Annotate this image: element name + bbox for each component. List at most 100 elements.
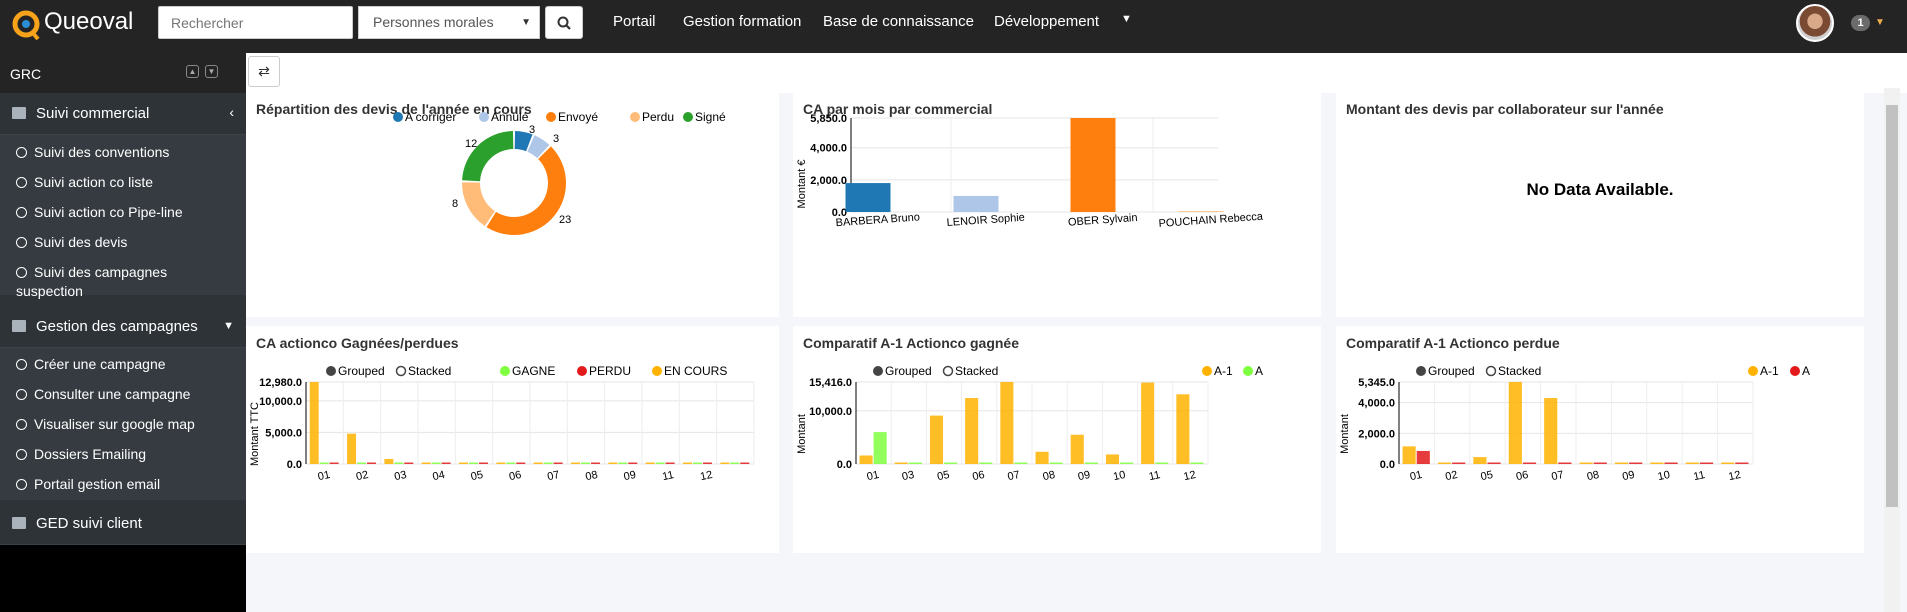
bar: [953, 195, 999, 212]
y-axis-label: Montant €: [796, 160, 808, 209]
donut-slice: [462, 131, 514, 182]
sidebar-item-suivi-des-campagnes-suspection[interactable]: Suivi des campagnes suspection: [0, 263, 190, 301]
legend-dot: [393, 112, 403, 122]
x-tick-label: 12: [1727, 469, 1741, 483]
nav-developpement[interactable]: Développement: [994, 13, 1100, 30]
sidebar-item-suivi-action-co-liste[interactable]: Suivi action co liste: [0, 173, 246, 192]
panel-ca-actionco: CA actionco Gagnées/perdues Grouped Stack…: [246, 326, 779, 553]
bar: [873, 432, 887, 464]
y-tick-label: 0.0: [837, 459, 852, 471]
no-data-message: No Data Available.: [1526, 180, 1674, 199]
user-avatar[interactable]: [1796, 4, 1834, 42]
sidebar-item-portail-gestion-email[interactable]: Portail gestion email: [0, 475, 246, 494]
content-toolbar: [246, 53, 1907, 93]
bar: [1176, 394, 1190, 464]
panel-montant-devis: Montant des devis par collaborateur sur …: [1336, 92, 1864, 317]
legend-label: A corriger: [405, 110, 456, 124]
bar: [1614, 462, 1629, 464]
bar: [1473, 457, 1487, 464]
bar: [431, 462, 441, 464]
sidebar-section-suivi-commercial[interactable]: Suivi commercial ‹: [0, 93, 246, 135]
bar: [384, 458, 394, 464]
bar: [1699, 462, 1714, 464]
bar: [908, 462, 922, 464]
top-navbar: Queoval Personnes morales ▼ Portail Gesti…: [0, 0, 1907, 53]
circle-icon: [16, 359, 27, 370]
user-menu-caret-icon[interactable]: ▼: [1875, 17, 1885, 28]
bar: [740, 462, 750, 464]
legend-dot: [577, 366, 587, 376]
sidebar-footer: [0, 545, 246, 612]
sidebar-item-dossiers-emailing[interactable]: Dossiers Emailing: [0, 445, 246, 464]
toggle-sidebar-button[interactable]: ⇄: [248, 56, 280, 87]
bar: [1000, 382, 1014, 464]
panel-title: Montant des devis par collaborateur sur …: [1346, 101, 1664, 117]
nav-gestion-formation[interactable]: Gestion formation: [683, 13, 802, 30]
bar-chart: Grouped Stacked GAGNE PERDU EN COURS 0.0 5,000…: [249, 364, 755, 483]
bar: [1664, 462, 1678, 464]
logo[interactable]: Queoval: [12, 4, 133, 40]
bar: [944, 462, 958, 464]
bar: [309, 382, 319, 464]
legend-dot: [1202, 366, 1212, 376]
stacked-radio: [395, 365, 407, 377]
sidebar-section-gestion-des-campagnes[interactable]: Gestion des campagnes ▼: [0, 306, 246, 348]
legend-dot: [652, 366, 662, 376]
x-tick-label: 03: [393, 469, 407, 483]
scrollbar-thumb[interactable]: [1886, 105, 1898, 507]
search-icon: [557, 16, 571, 30]
notification-badge[interactable]: 1: [1851, 15, 1870, 31]
x-tick-label: 08: [1586, 469, 1600, 483]
y-tick-label: 10,000.0: [809, 406, 852, 418]
circle-icon: [16, 449, 27, 460]
sidebar-item-suivi-des-devis[interactable]: Suivi des devis: [0, 233, 246, 252]
bar: [459, 462, 469, 464]
collapse-down-icon[interactable]: ▼: [205, 65, 218, 78]
entity-type-select[interactable]: Personnes morales ▼: [358, 6, 540, 39]
sidebar-item-creer-une-campagne[interactable]: Créer une campagne: [0, 355, 246, 374]
panel-comparatif-gagnee: Comparatif A-1 Actionco gagnée Grouped St…: [793, 326, 1321, 553]
bar: [478, 462, 488, 464]
slice-label: 12: [465, 138, 477, 150]
x-tick-label: 08: [584, 469, 598, 483]
nav-portail[interactable]: Portail: [613, 13, 656, 30]
x-tick-label: 06: [971, 469, 985, 483]
stacked-label: Stacked: [408, 364, 451, 378]
bar: [1558, 462, 1572, 464]
x-tick-label: 05: [470, 469, 484, 483]
grouped-label: Grouped: [338, 364, 385, 378]
legend-dot: [630, 112, 640, 122]
legend-label: Envoyé: [558, 110, 598, 124]
panel-comparatif-perdue: Comparatif A-1 Actionco perdue Grouped St…: [1336, 326, 1864, 553]
sidebar-item-label: Suivi des campagnes suspection: [16, 264, 168, 299]
legend-label: Signé: [695, 110, 726, 124]
collapse-up-icon[interactable]: ▲: [186, 65, 199, 78]
sidebar-section-ged-suivi-client[interactable]: GED suivi client: [0, 503, 246, 545]
bar: [404, 462, 414, 464]
sidebar-item-suivi-des-conventions[interactable]: Suivi des conventions: [0, 143, 246, 162]
search-input[interactable]: [158, 6, 353, 39]
x-tick-label: 06: [1515, 469, 1529, 483]
search-button[interactable]: [545, 6, 583, 39]
x-tick-label: 07: [1550, 469, 1564, 483]
y-tick-label: 15,416.0: [809, 377, 852, 389]
bar: [1721, 462, 1735, 464]
bar: [1685, 462, 1699, 464]
grouped-label: Grouped: [885, 364, 932, 378]
nav-base-de-connaissance[interactable]: Base de connaissance: [823, 13, 974, 30]
y-tick-label: 12,980.0: [259, 377, 302, 389]
bar: [1544, 398, 1558, 464]
x-tick-label: 07: [1007, 469, 1021, 483]
submenu-suivi-commercial: Suivi des conventions Suivi action co li…: [0, 135, 246, 299]
x-tick-label: OBER Sylvain: [1068, 212, 1138, 229]
slice-label: 8: [452, 198, 458, 210]
sidebar-item-consulter-une-campagne[interactable]: Consulter une campagne: [0, 385, 246, 404]
bar: [1035, 451, 1049, 464]
sidebar-item-visualiser-google-map[interactable]: Visualiser sur google map: [0, 415, 246, 434]
nav-more-caret-icon[interactable]: ▼: [1121, 13, 1132, 25]
sidebar-item-suivi-action-co-pipeline[interactable]: Suivi action co Pipe-line: [0, 203, 246, 222]
bar: [1120, 462, 1134, 464]
legend-label: Annulé: [491, 110, 529, 124]
panel-title: CA actionco Gagnées/perdues: [256, 335, 459, 351]
bar: [1049, 462, 1063, 464]
